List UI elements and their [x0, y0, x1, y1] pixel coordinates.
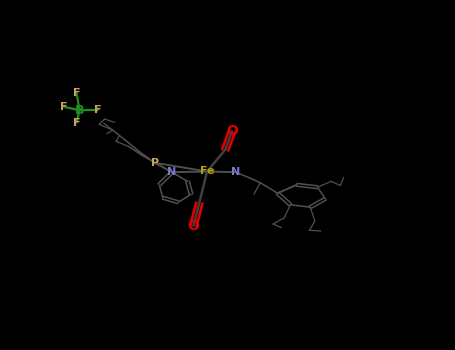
Text: N: N [167, 167, 177, 177]
Text: F: F [94, 105, 101, 115]
Text: F: F [73, 118, 80, 127]
Text: F: F [60, 102, 67, 112]
Text: P: P [151, 158, 159, 168]
Text: Fe: Fe [200, 167, 214, 176]
Text: N: N [231, 167, 240, 177]
Text: B: B [75, 104, 84, 117]
Text: F: F [73, 88, 80, 98]
Text: O: O [226, 124, 238, 138]
Text: O: O [187, 219, 199, 233]
